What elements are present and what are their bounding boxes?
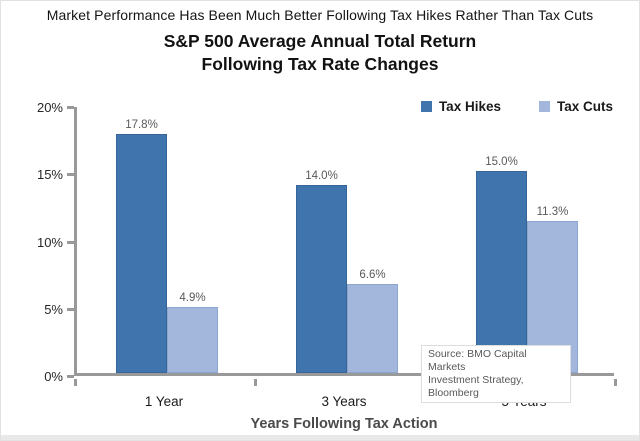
bar-value-label: 6.6% bbox=[359, 269, 386, 282]
x-axis-tick-mark bbox=[254, 379, 257, 386]
chart-legend: Tax Hikes Tax Cuts bbox=[420, 99, 613, 114]
y-axis-tick-mark bbox=[67, 375, 74, 378]
y-axis-tick-mark bbox=[67, 106, 74, 109]
legend-swatch-tax-hikes-icon bbox=[420, 101, 432, 112]
bar-value-label: 17.8% bbox=[125, 118, 158, 131]
x-axis-category-label: 1 Year bbox=[144, 394, 184, 409]
y-axis-tick-label: 15% bbox=[36, 167, 63, 183]
source-box: Source: BMO Capital Markets Investment S… bbox=[421, 345, 571, 403]
y-axis-tick-label: 10% bbox=[36, 234, 63, 250]
legend-swatch-tax-cuts-icon bbox=[538, 101, 550, 112]
x-axis-title: Years Following Tax Action bbox=[250, 416, 438, 432]
y-axis-tick-mark bbox=[67, 240, 74, 244]
bottom-edge-strip bbox=[1, 435, 639, 440]
source-line-1: Source: BMO Capital Markets bbox=[428, 348, 527, 373]
bar-tax-hikes-5-years bbox=[476, 171, 527, 373]
bar-value-label: 11.3% bbox=[536, 206, 569, 219]
y-axis-tick-label: 5% bbox=[44, 301, 63, 317]
legend-item-tax-cuts: Tax Cuts bbox=[538, 99, 613, 114]
chart-headline: Market Performance Has Been Much Better … bbox=[46, 7, 594, 23]
bar-tax-hikes-3-years bbox=[296, 184, 347, 373]
source-line-2: Investment Strategy, Bloomberg bbox=[428, 374, 524, 399]
legend-label-tax-hikes: Tax Hikes bbox=[438, 99, 501, 114]
chart-title: S&P 500 Average Annual Total Return Foll… bbox=[1, 30, 639, 76]
bar-value-label: 15.0% bbox=[485, 156, 518, 169]
legend-label-tax-cuts: Tax Cuts bbox=[556, 99, 613, 114]
bar-tax-cuts-1-year bbox=[167, 307, 218, 373]
x-axis-tick-mark bbox=[614, 379, 617, 386]
x-axis-category-label: 3 Years bbox=[321, 394, 367, 409]
y-axis-tick-mark bbox=[67, 307, 74, 311]
x-axis-tick-mark bbox=[74, 379, 77, 386]
y-axis-tick-label: 0% bbox=[44, 369, 63, 384]
y-axis-tick-mark bbox=[67, 173, 74, 177]
legend-item-tax-hikes: Tax Hikes bbox=[420, 99, 501, 114]
plot-area: 17.8% 4.9% 14.0% 6.6% 15.0% 11.3% bbox=[74, 107, 614, 376]
bar-value-label: 4.9% bbox=[179, 292, 206, 305]
bar-value-label: 14.0% bbox=[305, 169, 338, 182]
chart-title-line2: Following Tax Rate Changes bbox=[201, 54, 439, 74]
y-axis-tick-label: 20% bbox=[36, 100, 63, 115]
chart-title-line1: S&P 500 Average Annual Total Return bbox=[163, 31, 477, 51]
bar-tax-cuts-3-years bbox=[347, 284, 398, 373]
bar-tax-hikes-1-year bbox=[116, 133, 167, 373]
